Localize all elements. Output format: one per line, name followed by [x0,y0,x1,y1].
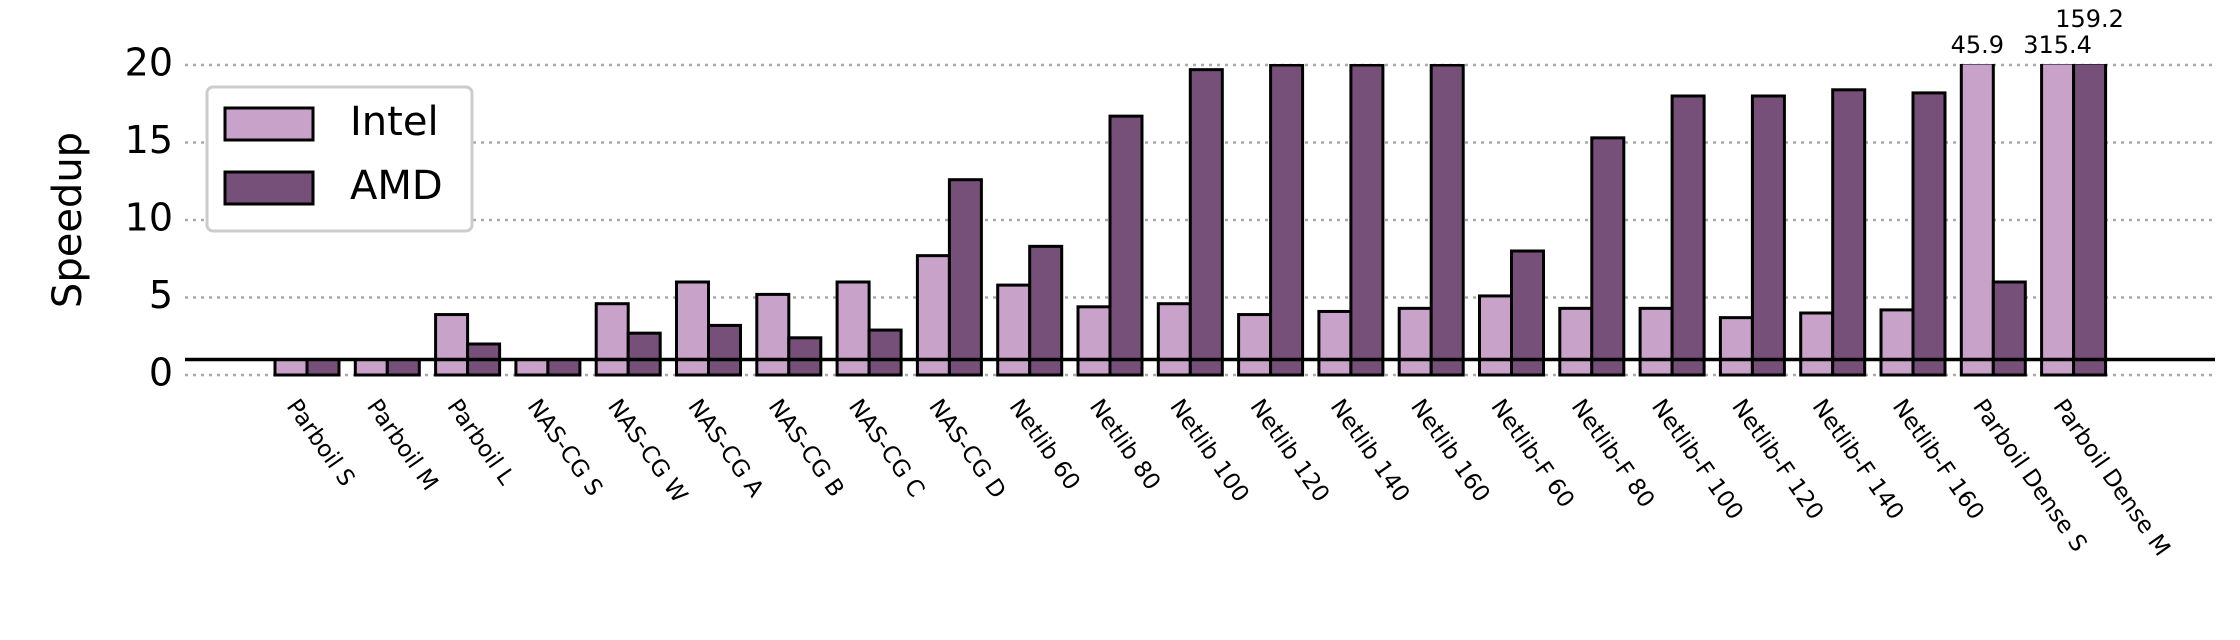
bars [273,64,2108,377]
x-tick-label: Parboil S [281,395,360,492]
bar [1799,311,1835,377]
legend-label: Intel [350,99,439,145]
x-tick-label: Netlib 100 [1164,395,1254,507]
bar [1237,313,1273,377]
bar [1670,94,1706,377]
x-tick-label: NAS-CG A [682,395,768,503]
legend-label: AMD [350,163,443,209]
y-tick-label: 15 [125,118,173,162]
legend-swatch [223,106,315,142]
bar [755,292,791,377]
bar [546,358,582,377]
bar [1911,91,1947,377]
bar [385,358,421,377]
y-tick-label: 5 [149,273,173,317]
bar [1959,64,1995,377]
y-tick-label: 20 [125,41,173,85]
y-tick-label: 10 [125,196,173,240]
x-tick-label: Netlib-F 80 [1566,395,1659,513]
bar [2040,64,2076,377]
bar [707,323,742,377]
x-tick-label: Netlib 120 [1245,395,1335,507]
x-tick-label: NAS-CG W [602,395,692,508]
y-tick-label: 0 [149,351,173,395]
x-tick-label: Netlib 160 [1405,395,1495,507]
value-label: 159.2 [2055,5,2124,33]
x-tick-label: Parboil M [361,395,443,496]
bar [1397,306,1433,377]
x-tick-label: NAS-CG B [763,395,849,502]
bar [2072,64,2108,377]
bar [996,283,1032,377]
bar [1028,244,1064,377]
bar [1156,302,1192,377]
bar [947,178,983,377]
x-tick-label: NAS-CG D [923,395,1010,504]
bar [1510,249,1545,377]
bar [1879,308,1915,377]
x-tick-label: Netlib 60 [1004,395,1085,495]
bar [273,358,309,377]
x-tick-label: NAS-CG C [843,395,929,503]
bar [1558,306,1594,377]
bar [305,358,341,377]
bar [1317,309,1353,377]
bar [434,313,470,377]
bar [1108,114,1144,377]
value-label: 45.9 [1951,31,2004,59]
x-tick-label: Netlib 80 [1084,395,1165,495]
bar [787,336,823,377]
legend-swatch [223,170,315,206]
bar [353,358,389,377]
x-tick-label: Netlib 140 [1325,395,1415,507]
bar [1718,316,1754,377]
bar [1429,64,1465,377]
bar [1478,294,1513,377]
bar [1188,68,1224,377]
bar [1831,88,1867,377]
bar [867,328,903,377]
bar [1349,64,1385,377]
bar [594,302,630,377]
bar [1590,136,1626,377]
y-axis-label: Speedup [45,132,91,308]
bar [1638,306,1674,377]
x-tick-label: Netlib-F 60 [1485,395,1578,513]
bar [915,254,951,377]
x-tick-label: Parboil L [442,395,520,490]
bar [1269,64,1305,377]
bar [514,358,550,377]
bar [626,331,662,377]
value-label: 315.4 [2023,31,2092,59]
x-tick-label: NAS-CG S [522,395,607,501]
bar [1076,305,1112,377]
bar [1750,94,1786,377]
